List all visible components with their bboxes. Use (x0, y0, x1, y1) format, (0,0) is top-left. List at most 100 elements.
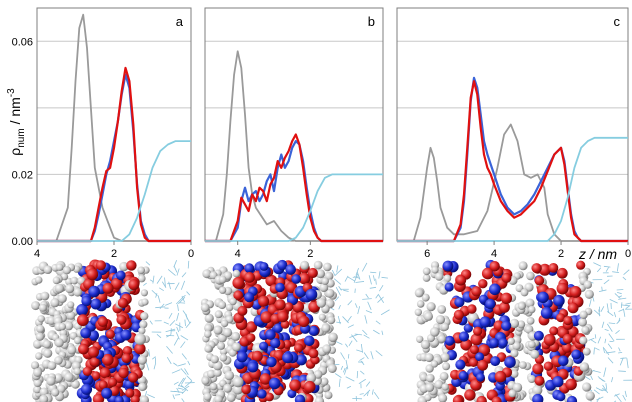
series-line-cyan (37, 140, 191, 242)
bead-blue (257, 389, 267, 399)
bead-white (217, 341, 226, 350)
bead-blue (454, 297, 465, 308)
bead-white (225, 303, 234, 312)
water-molecule (145, 362, 150, 371)
water-molecule (596, 396, 604, 401)
water-molecule (599, 389, 605, 391)
bead-white (512, 382, 523, 393)
water-molecule (173, 362, 178, 366)
bead-white (510, 369, 519, 378)
water-molecule (593, 370, 601, 373)
bead-blue (90, 298, 102, 310)
water-molecule (604, 338, 607, 344)
bead-blue (265, 329, 276, 340)
bead-blue (259, 341, 269, 351)
bead-red (498, 301, 510, 313)
bead-white (43, 265, 53, 275)
series-line-red (397, 80, 628, 243)
water-molecule (363, 334, 370, 339)
water-molecule (605, 351, 616, 354)
bead-white (214, 395, 223, 402)
bead-white (441, 383, 449, 391)
bead-blue (76, 304, 88, 316)
water-molecule (588, 337, 595, 341)
water-molecule (351, 334, 358, 343)
water-molecule (345, 343, 349, 348)
bead-white (140, 312, 149, 321)
bead-blue (247, 361, 259, 373)
bead-white (434, 272, 444, 281)
panel-label: a (176, 14, 184, 29)
water-molecule (361, 262, 368, 272)
bead-blue (295, 354, 307, 366)
water-molecule (347, 315, 352, 322)
water-molecule (602, 384, 609, 394)
bead-white (219, 353, 228, 362)
bead-blue (442, 260, 454, 272)
bead-red (99, 367, 111, 379)
water-molecule (365, 293, 369, 299)
bead-red (565, 378, 577, 391)
water-molecule (159, 303, 165, 310)
bead-white (425, 383, 435, 392)
bead-white (231, 331, 241, 341)
bead-white (37, 315, 45, 323)
bead-white (300, 260, 310, 270)
series-line-blue (205, 140, 383, 243)
bead-white (209, 382, 218, 391)
water-molecule (594, 334, 597, 339)
bead-cluster (200, 259, 338, 402)
bead-red (118, 367, 129, 379)
water-molecule (167, 269, 176, 276)
water-molecule (181, 377, 186, 385)
panel-c: 6 4 2 0 c (396, 7, 631, 260)
water-molecule (603, 279, 610, 285)
water-molecule (354, 303, 358, 309)
water-molecule (360, 370, 365, 375)
bead-white (325, 288, 335, 298)
water-molecule (165, 328, 176, 333)
bead-blue (504, 356, 516, 369)
bead-red (543, 333, 556, 346)
bead-red (493, 320, 505, 332)
water-molecule (590, 375, 593, 380)
water-molecule (163, 321, 169, 325)
bead-white (139, 395, 149, 402)
water-molecule (616, 263, 619, 272)
bead-red (298, 315, 310, 327)
bead-blue (80, 383, 93, 395)
bead-white (419, 373, 428, 382)
water-molecule (619, 357, 624, 366)
bead-red (576, 260, 586, 270)
water-molecule (618, 347, 621, 352)
snapshot-panel-a (30, 259, 195, 402)
water-molecule (618, 351, 623, 354)
bead-blue (558, 355, 569, 367)
water-molecule (164, 277, 166, 288)
water-molecule (603, 367, 607, 377)
water-molecule (605, 267, 609, 272)
bead-white (321, 323, 331, 333)
water-molecule (177, 387, 183, 390)
water-molecule (368, 275, 372, 285)
water-molecule (335, 287, 341, 296)
water-molecule (349, 333, 359, 339)
water-molecule (365, 381, 371, 387)
water-molecule (614, 293, 621, 299)
y-axis-label-sub: num (16, 128, 27, 147)
bead-blue (305, 288, 318, 301)
water-molecule (375, 320, 381, 325)
bead-blue (244, 292, 255, 303)
water-molecule (597, 336, 602, 344)
bead-blue (287, 389, 297, 399)
bead-white (512, 341, 521, 351)
water-molecule (624, 390, 627, 398)
water-molecule (623, 269, 630, 275)
bead-red (548, 263, 559, 273)
snapshot-panel-b (200, 259, 390, 402)
bead-white (204, 330, 212, 338)
water-molecule (370, 351, 374, 360)
water-molecule (338, 378, 341, 387)
bead-white (65, 284, 75, 294)
bead-white (54, 283, 65, 294)
